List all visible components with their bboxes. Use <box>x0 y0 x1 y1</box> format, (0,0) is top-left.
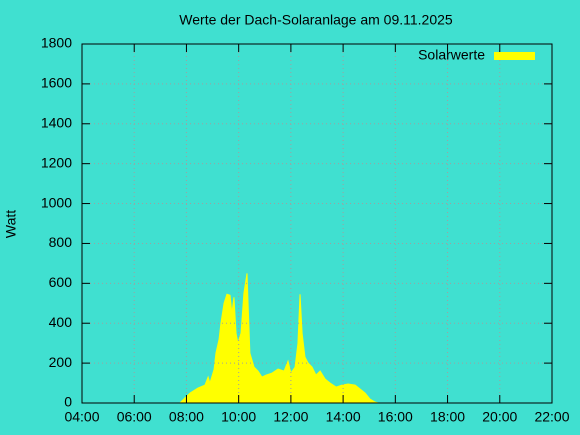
plot-frame <box>81 43 553 404</box>
y-tick-label: 800 <box>49 234 73 250</box>
legend-label: Solarwerte <box>418 47 485 63</box>
y-tick-label: 1600 <box>41 75 72 91</box>
x-tick-label: 08:00 <box>169 409 204 425</box>
y-tick-label: 400 <box>49 314 73 330</box>
area <box>178 273 379 404</box>
y-tick-label: 600 <box>49 274 73 290</box>
x-tick-label: 10:00 <box>221 409 256 425</box>
x-tick-label: 18:00 <box>430 409 465 425</box>
x-tick-label: 20:00 <box>482 409 517 425</box>
x-tick-label: 22:00 <box>534 409 569 425</box>
y-tick-label: 200 <box>49 354 73 370</box>
y-tick-label: 1200 <box>41 154 72 170</box>
y-tick-label: 0 <box>64 394 72 410</box>
x-tick-label: 14:00 <box>326 409 361 425</box>
y-axis-label: Watt <box>3 210 19 238</box>
x-tick-label: 12:00 <box>273 409 308 425</box>
y-tick-label: 1400 <box>41 114 72 130</box>
chart-title: Werte der Dach-Solaranlage am 09.11.2025 <box>179 12 453 28</box>
x-tick-label: 16:00 <box>378 409 413 425</box>
y-tick-label: 1000 <box>41 194 72 210</box>
y-tick-label: 1800 <box>41 35 72 51</box>
x-tick-label: 04:00 <box>64 409 99 425</box>
x-tick-label: 06:00 <box>117 409 152 425</box>
legend-swatch <box>494 52 535 60</box>
